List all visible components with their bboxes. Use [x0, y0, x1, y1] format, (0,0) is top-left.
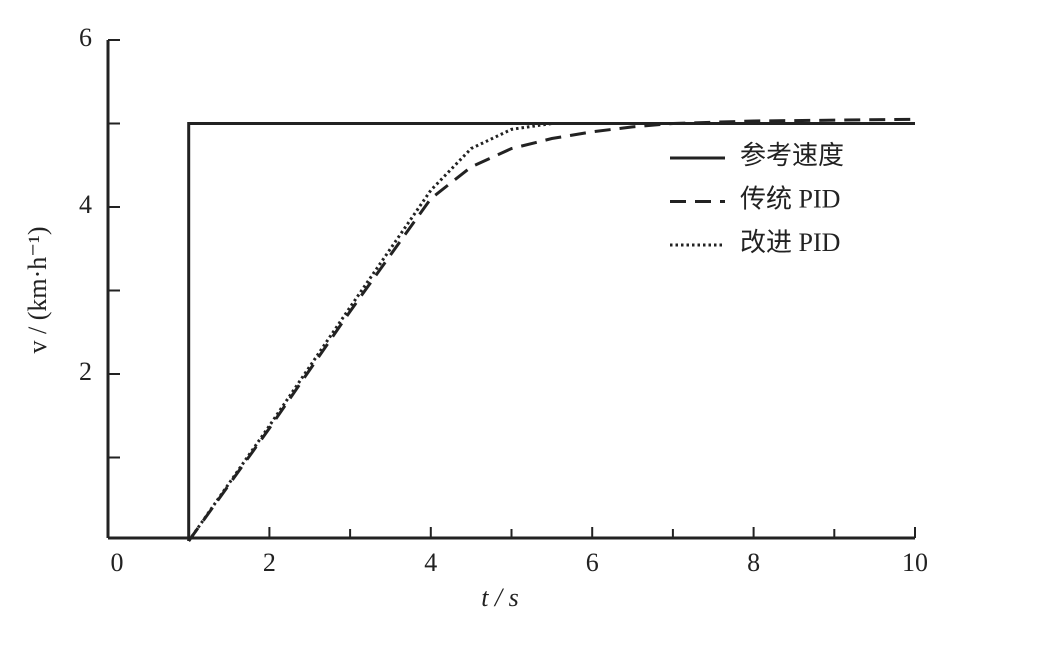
- y-tick-label: 2: [79, 357, 92, 386]
- x-axis-label: t / s: [481, 583, 519, 612]
- x-tick-label: 0: [111, 548, 124, 577]
- legend-label: 参考速度: [740, 141, 844, 170]
- legend-label: 改进 PID: [740, 228, 840, 257]
- series-line: [187, 122, 915, 542]
- legend-label: 传统 PID: [740, 184, 840, 213]
- x-tick-label: 8: [747, 548, 760, 577]
- y-tick-label: 6: [79, 23, 92, 52]
- y-axis-label: v / (km·h⁻¹): [23, 227, 52, 354]
- series-line: [187, 117, 916, 542]
- x-tick-label: 2: [263, 548, 276, 577]
- x-tick-label: 4: [424, 548, 437, 577]
- x-tick-label: 6: [586, 548, 599, 577]
- y-tick-label: 4: [79, 190, 92, 219]
- x-tick-label: 10: [902, 548, 928, 577]
